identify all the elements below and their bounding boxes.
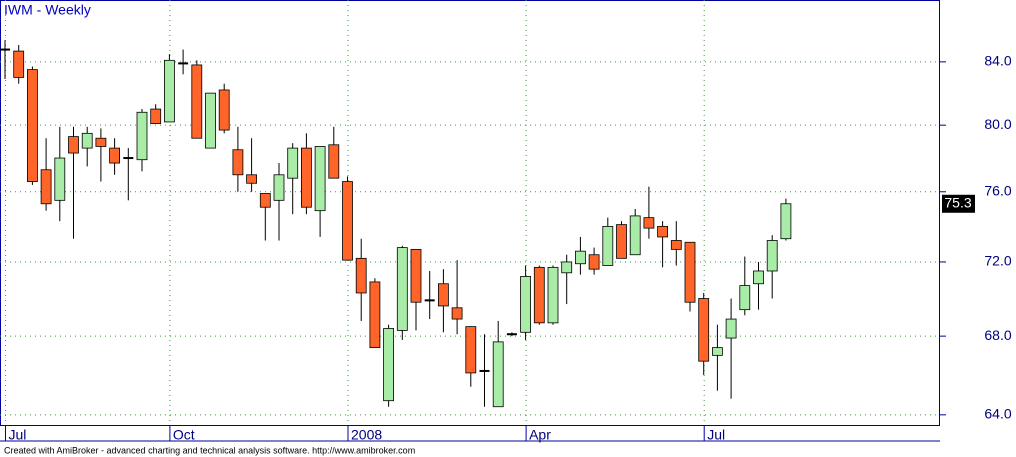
candle-body — [383, 328, 395, 402]
candle-body — [616, 224, 627, 259]
y-tick-label: 76.0 — [984, 182, 1011, 198]
candle-body — [602, 225, 614, 266]
candle-body — [465, 326, 477, 374]
candle-body — [766, 240, 778, 272]
candle-body — [328, 144, 340, 179]
candle-body — [218, 89, 230, 131]
candle-body — [698, 298, 710, 362]
candle-body — [739, 285, 751, 311]
footer: Created with AmiBroker - advanced charti… — [4, 445, 415, 455]
candle-body — [81, 132, 93, 149]
candle-body — [163, 59, 175, 123]
candle-body — [657, 225, 668, 238]
candle-body — [396, 247, 408, 331]
candle-body — [136, 111, 148, 161]
candle-body — [68, 136, 79, 154]
candle-body — [492, 341, 504, 408]
x-tick-label: Jul — [707, 427, 725, 443]
candle-body — [246, 174, 258, 184]
candle-body — [259, 193, 271, 208]
candle-body — [643, 217, 655, 229]
candle-body — [287, 147, 299, 179]
candle-body — [725, 318, 737, 339]
y-tick-label: 72.0 — [984, 253, 1011, 269]
x-tick-label: Oct — [173, 427, 195, 443]
y-tick-label: 68.0 — [984, 327, 1011, 343]
candle-body — [355, 257, 367, 294]
candle-body — [369, 281, 381, 349]
candle-body — [314, 146, 326, 212]
candle-body — [753, 270, 764, 285]
y-tick-label: 64.0 — [984, 406, 1011, 422]
candle-body — [561, 261, 573, 274]
candle-body — [410, 248, 422, 303]
candle-body — [191, 64, 203, 139]
x-tick-label: 2008 — [351, 427, 382, 443]
candle-body — [520, 276, 531, 333]
chart-title: IWM - Weekly — [4, 2, 91, 18]
candle-body — [109, 147, 120, 164]
candle-body — [300, 147, 312, 208]
candle-body — [575, 250, 586, 265]
candle-body — [629, 215, 641, 256]
y-tick-label: 80.0 — [984, 116, 1011, 132]
candle-body — [342, 181, 353, 261]
candle-body — [712, 347, 723, 356]
candle-body — [547, 266, 559, 324]
candle-body — [588, 254, 600, 270]
candle-body — [54, 157, 66, 201]
last-value-box — [942, 194, 975, 213]
candle-body — [13, 50, 25, 78]
candle-body — [437, 283, 449, 307]
candle-body — [26, 69, 38, 182]
candle-body — [451, 307, 463, 320]
candle-body — [95, 137, 107, 147]
candle-body — [150, 108, 162, 124]
candle-body — [533, 266, 545, 324]
y-tick-label: 84.0 — [984, 53, 1011, 69]
candle-body — [205, 92, 216, 149]
candle-body — [670, 240, 682, 250]
candle-body — [40, 169, 52, 205]
candle-body — [684, 241, 696, 303]
last-value-label: 75.3 — [944, 194, 971, 210]
x-tick-label: Apr — [529, 427, 551, 443]
x-tick-label: Jul — [9, 427, 27, 443]
candle-body — [232, 149, 244, 176]
candle-body — [780, 203, 792, 240]
candle-body — [273, 174, 285, 201]
